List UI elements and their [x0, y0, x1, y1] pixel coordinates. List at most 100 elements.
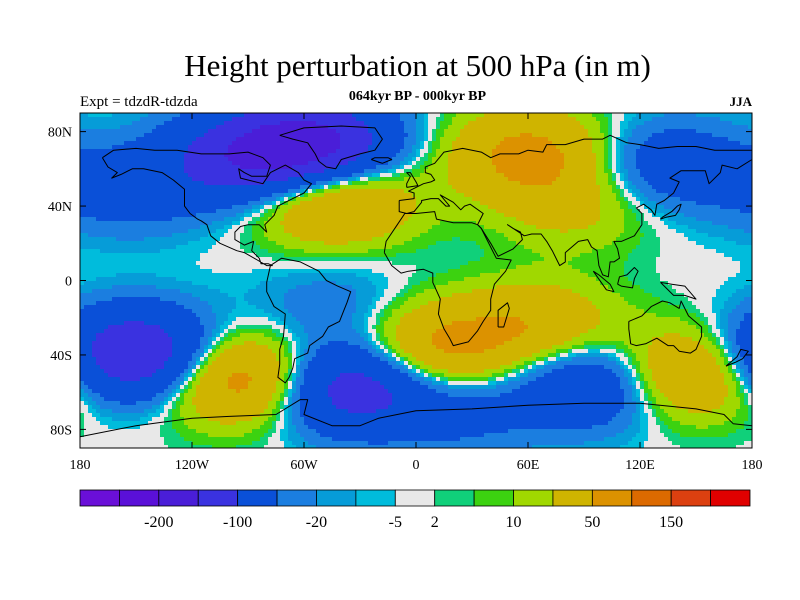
field-cell: [692, 157, 697, 162]
field-cell: [180, 117, 185, 122]
field-cell: [352, 169, 357, 174]
field-cell: [520, 213, 525, 218]
field-cell: [612, 221, 617, 226]
field-cell: [620, 169, 625, 174]
field-cell: [576, 141, 581, 146]
field-cell: [648, 193, 653, 198]
field-cell: [600, 161, 605, 166]
field-cell: [96, 165, 101, 170]
field-cell: [512, 157, 517, 162]
field-cell: [228, 185, 233, 190]
field-cell: [532, 221, 537, 226]
field-cell: [128, 201, 133, 206]
field-cell: [200, 213, 205, 218]
field-cell: [480, 121, 485, 126]
field-cell: [80, 165, 85, 170]
field-cell: [712, 165, 717, 170]
field-cell: [124, 229, 129, 234]
field-cell: [144, 157, 149, 162]
field-cell: [92, 117, 97, 122]
field-cell: [280, 157, 285, 162]
field-cell: [340, 197, 345, 202]
field-cell: [504, 137, 509, 142]
field-cell: [588, 193, 593, 198]
field-cell: [652, 193, 657, 198]
field-cell: [92, 193, 97, 198]
field-cell: [328, 197, 333, 202]
field-cell: [296, 205, 301, 210]
field-cell: [116, 189, 121, 194]
field-cell: [248, 161, 253, 166]
field-cell: [476, 181, 481, 186]
field-cell: [632, 217, 637, 222]
field-cell: [680, 225, 685, 230]
field-cell: [296, 189, 301, 194]
field-cell: [464, 121, 469, 126]
field-cell: [588, 129, 593, 134]
field-cell: [596, 201, 601, 206]
field-cell: [212, 209, 217, 214]
field-cell: [152, 229, 157, 234]
field-cell: [524, 213, 529, 218]
field-cell: [600, 113, 605, 118]
field-cell: [484, 125, 489, 130]
field-cell: [700, 185, 705, 190]
field-cell: [664, 177, 669, 182]
field-cell: [272, 197, 277, 202]
field-cell: [328, 205, 333, 210]
field-cell: [436, 149, 441, 154]
field-cell: [228, 173, 233, 178]
field-cell: [272, 133, 277, 138]
field-cell: [88, 213, 93, 218]
field-cell: [392, 225, 397, 230]
field-cell: [348, 177, 353, 182]
field-cell: [356, 165, 361, 170]
field-cell: [604, 189, 609, 194]
field-cell: [292, 145, 297, 150]
field-cell: [504, 161, 509, 166]
field-cell: [424, 121, 429, 126]
field-cell: [728, 181, 733, 186]
field-cell: [212, 173, 217, 178]
field-cell: [260, 153, 265, 158]
field-cell: [128, 125, 133, 130]
field-cell: [336, 221, 341, 226]
field-cell: [748, 213, 753, 218]
field-cell: [192, 129, 197, 134]
field-cell: [456, 133, 461, 138]
field-cell: [336, 201, 341, 206]
field-cell: [500, 165, 505, 170]
field-cell: [728, 121, 733, 126]
field-cell: [380, 133, 385, 138]
field-cell: [200, 165, 205, 170]
field-cell: [748, 157, 753, 162]
field-cell: [592, 121, 597, 126]
field-cell: [308, 173, 313, 178]
field-cell: [396, 173, 401, 178]
field-cell: [632, 177, 637, 182]
field-cell: [312, 213, 317, 218]
field-cell: [180, 217, 185, 222]
field-cell: [116, 225, 121, 230]
field-cell: [256, 153, 261, 158]
field-cell: [344, 145, 349, 150]
field-cell: [540, 173, 545, 178]
field-cell: [512, 217, 517, 222]
field-cell: [504, 165, 509, 170]
field-cell: [552, 157, 557, 162]
field-cell: [376, 165, 381, 170]
field-cell: [244, 169, 249, 174]
field-cell: [748, 133, 753, 138]
field-cell: [136, 181, 141, 186]
field-cell: [704, 117, 709, 122]
field-cell: [412, 145, 417, 150]
field-cell: [496, 201, 501, 206]
field-cell: [436, 177, 441, 182]
field-cell: [744, 125, 749, 130]
field-cell: [640, 161, 645, 166]
field-cell: [300, 197, 305, 202]
field-cell: [84, 125, 89, 130]
field-cell: [284, 225, 289, 230]
field-cell: [676, 221, 681, 226]
field-cell: [176, 117, 181, 122]
